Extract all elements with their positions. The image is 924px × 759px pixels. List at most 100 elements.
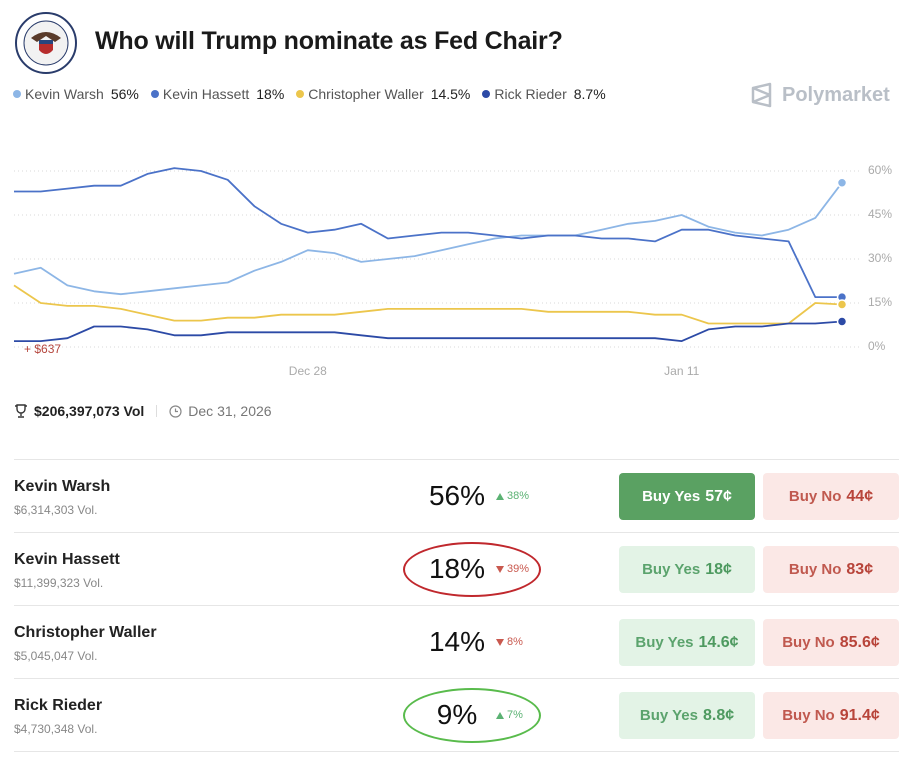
buy-no-price: 44¢ [846,487,874,505]
outcome-change: 38% [496,490,529,502]
trophy-icon [15,404,27,418]
outcome-volume: $6,314,303 Vol. [14,503,98,517]
change-arrow [496,565,504,573]
total-volume: $206,397,073 Vol [34,403,145,419]
buy-no-button[interactable]: Buy No 83¢ [763,546,899,593]
legend-dot [13,90,21,98]
change-value: 39% [507,563,530,575]
outcome-row: Rick Rieder $4,730,348 Vol. 9% 7% Buy Yes 8.8… [14,678,899,752]
brand-icon [751,82,772,108]
legend-item: Christopher Waller 14.5% [296,86,470,102]
outcome-row: Kevin Hassett $11,399,323 Vol. 18% 39% Buy Y… [14,532,899,605]
buy-yes-label: Buy Yes [642,488,701,505]
outcome-row: Christopher Waller $5,045,047 Vol. 14% 8% Bu… [14,605,899,678]
outcome-chance: 56% [428,480,486,511]
brand-name: Polymarket [782,83,890,106]
outcome-row: Kevin Warsh $6,314,303 Vol. 56% 38% Buy Yes 5… [14,459,899,532]
stats: $206,397,073 Vol Dec 31, 2026 [14,403,272,419]
legend-item: Kevin Warsh 56% [13,86,139,102]
outcome-name: Kevin Warsh [14,478,111,495]
y-tick-label: 60% [868,163,892,177]
legend: Kevin Warsh 56% Kevin Hassett 18% Christophe… [13,86,606,102]
outcome-chance: 18% [428,553,486,584]
separator [156,405,158,417]
buy-yes-price: 18¢ [705,560,732,578]
series-line [14,320,843,342]
series-end-dot [836,299,848,310]
fed-seal [15,12,77,74]
page-title: Who will Trump nominate as Fed Chair? [95,27,563,55]
y-tick-label: 15% [868,295,892,309]
x-tick-label: Jan 11 [664,364,699,378]
legend-dot [296,90,305,98]
buy-no-label: Buy No [788,561,842,578]
change-value: 8% [507,636,523,648]
buy-yes-price: 57¢ [705,487,732,505]
highlight-ring [403,542,541,597]
legend-dot [482,90,491,98]
buy-yes-price: 8.8¢ [702,706,735,724]
change-value: 7% [507,709,523,721]
legend-value: 18% [256,86,285,102]
highlight-ring [403,688,541,743]
outcomes-table: Kevin Warsh $6,314,303 Vol. 56% 38% Buy Yes 5… [14,459,899,752]
legend-dot [150,90,159,98]
legend-value: 14.5% [430,86,471,102]
legend-item: Kevin Hassett 18% [150,86,285,102]
change-value: 38% [507,490,530,502]
buy-no-price: 85.6¢ [839,633,880,651]
outcome-change: 7% [496,709,523,721]
clock-icon [169,404,182,418]
outcome-volume: $4,730,348 Vol. [14,722,98,736]
series-line [13,182,843,296]
buy-yes-button[interactable]: Buy Yes 14.6¢ [619,619,755,666]
outcome-chance: 9% [436,699,478,730]
price-chart: 0% 15% 30% 45% 60% Dec 28 Jan 11 + $637 [13,163,892,378]
legend-value: 8.7% [573,86,606,102]
buy-yes-button[interactable]: Buy Yes 57¢ [619,473,755,520]
change-arrow [496,711,504,719]
buy-no-button[interactable]: Buy No 91.4¢ [763,692,899,739]
legend-name: Rick Rieder [494,86,567,102]
y-tick-label: 45% [868,207,892,221]
buy-no-label: Buy No [782,634,835,651]
buy-no-price: 83¢ [846,560,874,578]
outcome-name: Kevin Hassett [14,551,120,568]
outcome-name: Christopher Waller [14,624,157,641]
y-tick-label: 0% [868,339,886,353]
outcome-chance: 14% [428,626,486,657]
series-line [13,284,843,325]
series-end-dot [836,177,848,188]
legend-name: Kevin Hassett [162,86,250,102]
legend-value: 56% [110,86,139,102]
legend-name: Kevin Warsh [25,86,104,102]
change-arrow [496,638,504,646]
chart-annotation: + $637 [24,342,61,356]
change-arrow [496,492,504,500]
buy-yes-button[interactable]: Buy Yes 18¢ [619,546,755,593]
outcome-change: 8% [496,636,523,648]
buy-yes-label: Buy Yes [642,561,701,578]
outcome-name: Rick Rieder [14,697,103,714]
y-tick-label: 30% [868,251,892,265]
outcome-volume: $11,399,323 Vol. [14,576,104,590]
outcome-change: 39% [496,563,529,575]
buy-no-price: 91.4¢ [839,706,880,724]
brand: Polymarket [750,82,890,108]
buy-yes-label: Buy Yes [639,707,698,724]
series-end-dot [836,316,848,327]
buy-no-button[interactable]: Buy No 44¢ [763,473,899,520]
buy-no-label: Buy No [782,707,835,724]
buy-yes-button[interactable]: Buy Yes 8.8¢ [619,692,755,739]
buy-yes-label: Buy Yes [635,634,694,651]
legend-item: Rick Rieder 8.7% [482,86,606,102]
buy-no-button[interactable]: Buy No 85.6¢ [763,619,899,666]
legend-name: Christopher Waller [308,86,424,102]
series-line [14,167,842,298]
end-date: Dec 31, 2026 [188,403,272,419]
buy-no-label: Buy No [788,488,842,505]
outcome-volume: $5,045,047 Vol. [14,649,98,663]
x-tick-label: Dec 28 [289,364,327,378]
buy-yes-price: 14.6¢ [698,633,739,651]
